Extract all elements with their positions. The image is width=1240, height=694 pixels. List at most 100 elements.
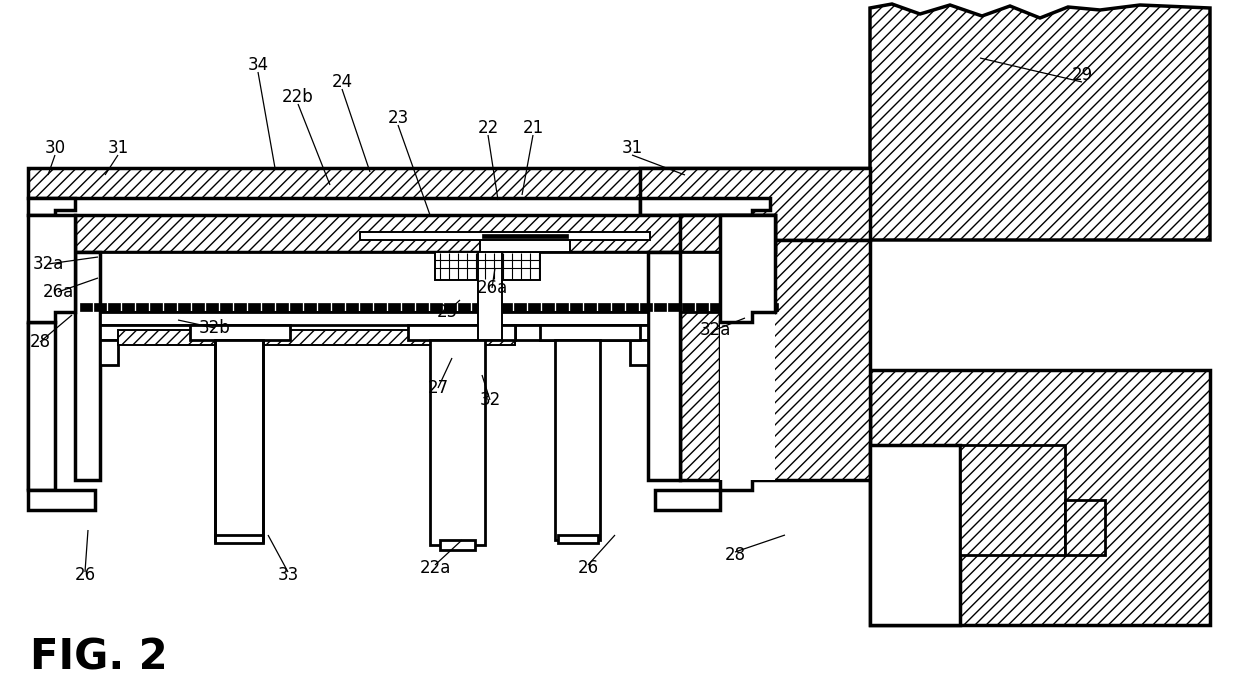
Polygon shape [1065, 500, 1105, 555]
Text: 27: 27 [428, 379, 449, 397]
Polygon shape [408, 325, 515, 340]
Polygon shape [277, 303, 288, 311]
Text: 26: 26 [578, 559, 599, 577]
Text: 32a: 32a [699, 321, 730, 339]
Polygon shape [100, 325, 270, 340]
Text: 22a: 22a [419, 559, 450, 577]
Polygon shape [458, 303, 470, 311]
Polygon shape [751, 303, 764, 311]
Polygon shape [515, 303, 526, 311]
Polygon shape [100, 312, 649, 325]
Polygon shape [402, 303, 414, 311]
Polygon shape [108, 303, 120, 311]
Text: 28: 28 [30, 333, 51, 351]
Polygon shape [724, 303, 737, 311]
Polygon shape [360, 303, 372, 311]
Polygon shape [262, 303, 274, 311]
Polygon shape [234, 303, 246, 311]
Text: 24: 24 [331, 73, 352, 91]
Polygon shape [668, 303, 680, 311]
Polygon shape [480, 238, 570, 252]
Polygon shape [100, 340, 118, 365]
Polygon shape [332, 303, 343, 311]
Polygon shape [640, 303, 652, 311]
Polygon shape [317, 303, 330, 311]
Polygon shape [388, 303, 401, 311]
Polygon shape [29, 215, 74, 322]
Text: 26a: 26a [42, 283, 73, 301]
Polygon shape [29, 322, 55, 490]
Text: 21: 21 [522, 119, 543, 137]
Polygon shape [94, 303, 105, 311]
Polygon shape [613, 303, 624, 311]
Polygon shape [192, 303, 205, 311]
Polygon shape [435, 252, 539, 280]
Text: 26a: 26a [476, 279, 507, 297]
Text: 23: 23 [387, 109, 409, 127]
Text: 28: 28 [724, 546, 745, 564]
Polygon shape [640, 168, 870, 240]
Text: 32a: 32a [32, 255, 63, 273]
Polygon shape [136, 303, 148, 311]
Polygon shape [444, 303, 456, 311]
Polygon shape [74, 252, 775, 312]
Polygon shape [472, 303, 484, 311]
Polygon shape [74, 215, 775, 252]
Polygon shape [190, 325, 290, 340]
Text: 31: 31 [108, 139, 129, 157]
Polygon shape [374, 303, 386, 311]
Polygon shape [556, 303, 568, 311]
Polygon shape [680, 215, 775, 252]
Polygon shape [206, 303, 218, 311]
Polygon shape [640, 198, 770, 215]
Polygon shape [696, 303, 708, 311]
Polygon shape [477, 252, 502, 340]
Polygon shape [29, 168, 868, 198]
Polygon shape [720, 252, 775, 480]
Polygon shape [655, 490, 720, 510]
Polygon shape [649, 252, 680, 480]
Polygon shape [215, 340, 263, 540]
Polygon shape [430, 340, 485, 545]
Text: 25: 25 [436, 303, 458, 321]
Polygon shape [720, 322, 751, 490]
Text: 31: 31 [621, 139, 642, 157]
Polygon shape [711, 303, 722, 311]
Polygon shape [680, 240, 870, 480]
Polygon shape [630, 340, 649, 365]
Polygon shape [346, 303, 358, 311]
Text: 26: 26 [74, 566, 95, 584]
Polygon shape [556, 340, 600, 540]
Polygon shape [584, 303, 596, 311]
Polygon shape [29, 490, 95, 510]
Polygon shape [558, 535, 598, 543]
Polygon shape [81, 303, 92, 311]
Text: FIG. 2: FIG. 2 [30, 637, 167, 679]
Text: 22: 22 [477, 119, 498, 137]
Polygon shape [29, 198, 74, 215]
Polygon shape [738, 303, 750, 311]
Polygon shape [542, 303, 554, 311]
Text: 22b: 22b [283, 88, 314, 106]
Polygon shape [570, 303, 582, 311]
Polygon shape [653, 303, 666, 311]
Polygon shape [290, 303, 303, 311]
Polygon shape [682, 303, 694, 311]
Polygon shape [766, 303, 777, 311]
Text: 29: 29 [1071, 66, 1092, 84]
Polygon shape [215, 535, 263, 543]
Text: 30: 30 [45, 139, 66, 157]
Polygon shape [304, 303, 316, 311]
Polygon shape [122, 303, 134, 311]
Polygon shape [219, 303, 232, 311]
Polygon shape [870, 370, 1210, 625]
Polygon shape [415, 303, 428, 311]
Polygon shape [960, 445, 1065, 555]
Polygon shape [248, 303, 260, 311]
Polygon shape [870, 445, 960, 625]
Polygon shape [74, 252, 100, 480]
Text: 34: 34 [248, 56, 269, 74]
Polygon shape [430, 303, 441, 311]
Polygon shape [515, 325, 649, 340]
Polygon shape [150, 303, 162, 311]
